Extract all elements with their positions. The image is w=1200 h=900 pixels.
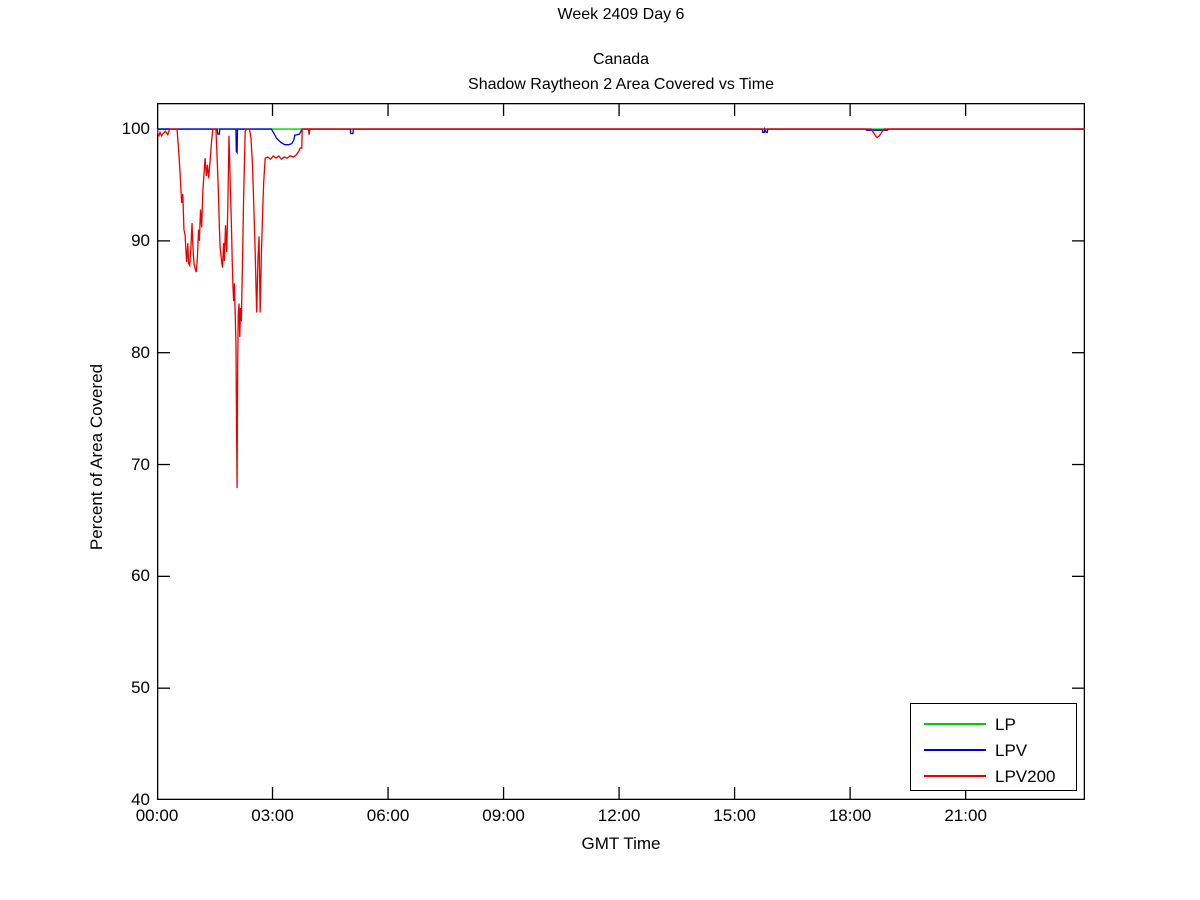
x-tick-label-2100: 21:00 — [944, 806, 987, 825]
chart-title-region: Canada — [592, 51, 650, 68]
lpv200-line-sample — [924, 775, 986, 777]
x-axis-label: GMT Time — [581, 834, 661, 853]
y-tick-label-80: 80 — [131, 342, 150, 362]
series-LPV200 — [157, 128, 1085, 489]
y-tick-label-40: 40 — [131, 790, 150, 809]
chart-title-main: Shadow Raytheon 2 Area Covered vs Time — [468, 76, 774, 93]
y-tick-label-60: 60 — [131, 566, 150, 586]
y-tick-label-100: 100 — [121, 119, 150, 139]
figure-super-title: Week 2409 Day 6 — [557, 6, 685, 23]
series-LPV — [157, 126, 1085, 155]
legend-label-lpv: LPV — [995, 741, 1028, 760]
lpv-line-sample — [924, 749, 986, 751]
y-tick-label-50: 50 — [131, 678, 150, 698]
legend-box: LP LPV LPV200 — [910, 703, 1077, 791]
y-tick-label-90: 90 — [131, 230, 150, 250]
x-tick-label-0300: 03:00 — [251, 806, 294, 825]
plot-area — [157, 103, 1085, 800]
x-tick-label-1800: 18:00 — [828, 806, 872, 825]
x-tick-label-0600: 06:00 — [366, 806, 410, 825]
y-axis-label: Percent of Area Covered — [87, 363, 106, 551]
lp-line-sample — [924, 723, 986, 725]
axis-box — [157, 103, 1085, 800]
legend-entry-lp: LP — [911, 715, 1076, 734]
x-tick-label-1500: 15:00 — [713, 806, 756, 825]
x-tick-label-0900: 09:00 — [482, 806, 525, 825]
legend-entry-lpv200: LPV200 — [911, 767, 1076, 786]
x-tick-label-0000: 00:00 — [135, 806, 179, 825]
legend-label-lp: LP — [995, 715, 1016, 734]
legend-entry-lpv: LPV — [911, 741, 1076, 760]
y-tick-label-70: 70 — [131, 454, 150, 474]
legend-label-lpv200: LPV200 — [995, 767, 1056, 786]
x-tick-label-1200: 12:00 — [597, 806, 641, 825]
